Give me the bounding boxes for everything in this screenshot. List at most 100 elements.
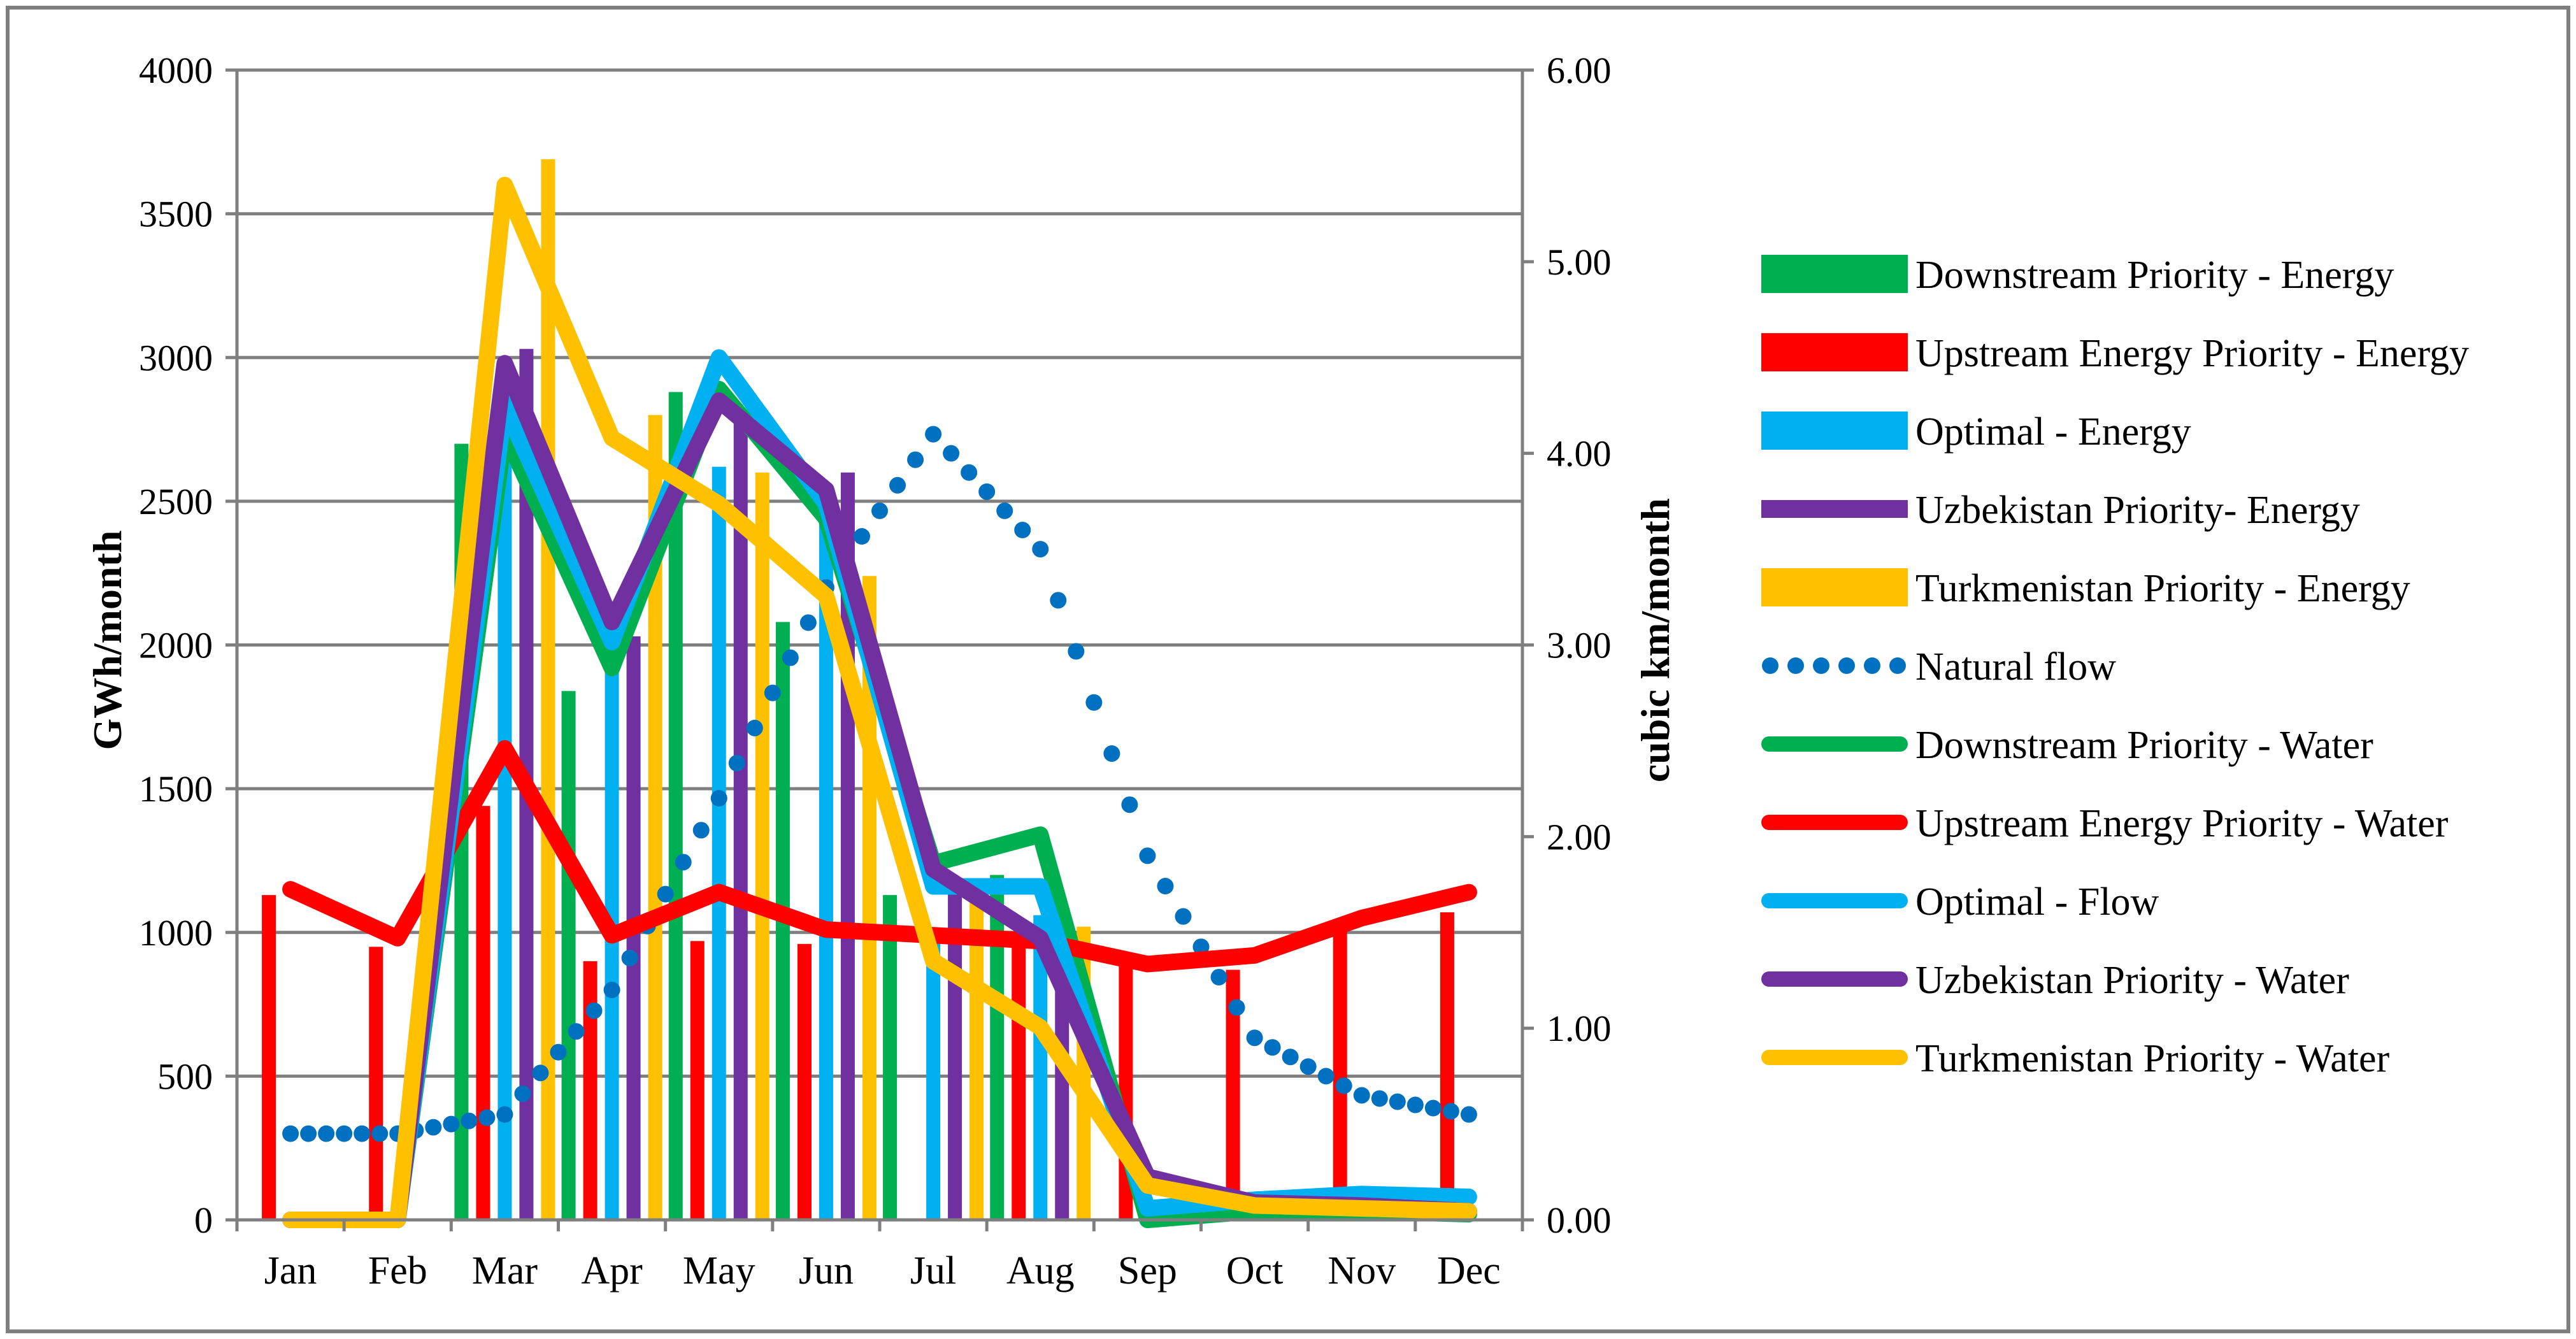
y-right-tick-label: 1.00: [1547, 1008, 1612, 1049]
line-point: [621, 949, 638, 966]
line-point: [425, 1119, 442, 1136]
line-point: [1246, 1029, 1263, 1047]
x-tick-label: Dec: [1437, 1249, 1501, 1292]
line-point: [532, 1064, 549, 1082]
line-point: [728, 755, 745, 772]
line-point: [585, 1002, 603, 1019]
line-point: [318, 1125, 335, 1142]
line-point: [1050, 592, 1067, 609]
bar: [733, 412, 748, 1220]
line-series: [282, 176, 1477, 1228]
x-tick-label: May: [683, 1249, 755, 1292]
line-point: [1210, 968, 1227, 985]
line-point: [889, 476, 906, 494]
line-point: [1442, 1103, 1459, 1120]
line-point: [1192, 938, 1210, 956]
line-point: [282, 1125, 299, 1142]
line-point: [461, 1112, 478, 1129]
legend: Downstream Priority - Energy Upstream Ene…: [1761, 254, 2469, 1080]
line-point: [1353, 1087, 1370, 1104]
line-point: [1406, 1096, 1424, 1113]
line-point: [1175, 908, 1192, 925]
y-right-tick-label: 2.00: [1547, 816, 1612, 857]
legend-label: Upstream Energy Priority - Water: [1915, 802, 2449, 845]
line-point: [514, 1085, 531, 1102]
line-point: [943, 445, 960, 462]
legend-swatch-dot: [1762, 657, 1778, 674]
bar: [262, 895, 276, 1220]
x-tick-label: Jun: [799, 1249, 854, 1292]
bar: [541, 159, 555, 1221]
line-point: [1103, 745, 1120, 762]
bar: [561, 691, 576, 1220]
y-axis-left-title: GWh/month: [85, 531, 130, 750]
bar: [1440, 912, 1454, 1220]
line-point: [1317, 1068, 1335, 1085]
legend-swatch-bar: [1761, 333, 1908, 371]
line-point: [1032, 541, 1049, 558]
bar: [755, 472, 769, 1220]
line-point: [1228, 999, 1245, 1016]
legend-swatch-dot: [1813, 657, 1829, 674]
bar: [668, 392, 683, 1220]
y-right-tick-label: 3.00: [1547, 625, 1612, 666]
x-tick-label: Aug: [1006, 1249, 1075, 1292]
legend-label: Upstream Energy Priority - Energy: [1915, 332, 2469, 375]
line-point: [1460, 1106, 1477, 1123]
line-point: [371, 1125, 389, 1142]
legend-label: Downstream Priority - Water: [1915, 724, 2373, 767]
x-tick-label: Oct: [1226, 1249, 1284, 1292]
legend-label: Uzbekistan Priority- Energy: [1915, 489, 2360, 532]
line-point: [764, 684, 781, 701]
line-point: [907, 451, 924, 468]
y-left-tick-label: 500: [157, 1056, 213, 1097]
line-point: [1121, 796, 1138, 813]
line-point: [657, 885, 674, 903]
y-right-tick-label: 5.00: [1547, 241, 1612, 283]
bar: [926, 932, 941, 1220]
x-tick-label: Sep: [1118, 1249, 1177, 1292]
line-point: [1014, 522, 1031, 538]
line-point: [978, 483, 996, 500]
y-right-tick-label: 0.00: [1547, 1199, 1612, 1241]
line-point: [1299, 1058, 1317, 1075]
bar: [1226, 970, 1240, 1220]
line-point: [675, 854, 692, 871]
line-point: [1085, 694, 1103, 711]
legend-label: Natural flow: [1915, 645, 2116, 689]
y-right-tick-label: 6.00: [1547, 50, 1612, 91]
line-point: [1389, 1093, 1406, 1110]
line-point: [550, 1043, 567, 1061]
legend-swatch-dot: [1838, 657, 1855, 674]
line-point: [300, 1125, 317, 1142]
legend-swatch-bar: [1761, 255, 1908, 293]
legend-swatch-bar: [1761, 500, 1908, 518]
x-tick-label: Nov: [1327, 1249, 1396, 1292]
bar: [712, 466, 726, 1220]
bar: [497, 386, 512, 1220]
bar: [990, 875, 1005, 1220]
line-point: [1282, 1049, 1299, 1066]
line-point: [925, 426, 942, 443]
bar: [883, 895, 898, 1220]
line-point: [1424, 1099, 1442, 1117]
x-tick-label: Jan: [264, 1249, 317, 1292]
x-tick-label: Feb: [368, 1249, 427, 1292]
bar: [797, 943, 812, 1220]
legend-swatch-dot: [1787, 657, 1804, 674]
legend-label: Downstream Priority - Energy: [1915, 254, 2394, 297]
line-series: [282, 176, 1477, 1228]
line-point: [799, 614, 817, 631]
y-left-tick-label: 3000: [139, 337, 213, 378]
legend-swatch-dot: [1864, 657, 1880, 674]
y-left-tick-label: 4000: [139, 50, 213, 91]
line-point: [496, 1106, 513, 1123]
y-left-tick-label: 0: [194, 1199, 213, 1241]
line-point: [336, 1125, 353, 1142]
line-point: [1139, 847, 1156, 864]
line-point: [746, 719, 763, 736]
line-point: [1264, 1039, 1281, 1056]
legend-label: Optimal - Flow: [1915, 880, 2159, 924]
line-point: [603, 982, 620, 998]
